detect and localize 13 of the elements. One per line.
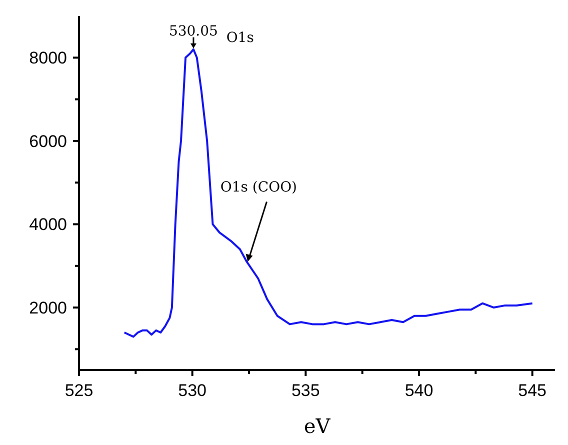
annotation: 530.05	[168, 23, 218, 40]
x-tick-label: 530	[178, 381, 207, 400]
x-tick-label: 535	[291, 381, 320, 400]
annotation: O1s (COO)	[220, 180, 298, 196]
x-axis-title: eV	[304, 414, 331, 438]
y-tick-label: 4000	[29, 215, 67, 234]
x-tick-label: 540	[404, 381, 434, 400]
y-tick-label: 8000	[29, 48, 67, 68]
y-tick-label: 6000	[29, 132, 67, 151]
y-tick-label: 2000	[29, 298, 67, 318]
annotation: O1s	[226, 30, 254, 46]
x-tick-label: 545	[518, 381, 547, 400]
x-tick-label: 525	[64, 381, 94, 400]
